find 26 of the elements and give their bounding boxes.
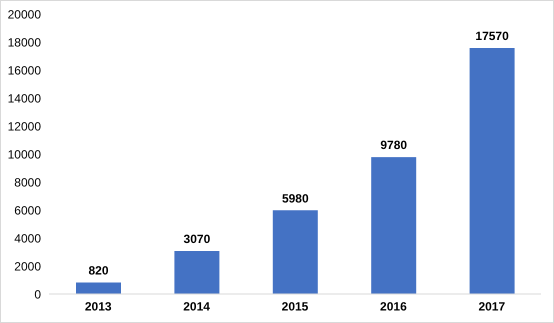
bar xyxy=(371,157,416,294)
x-tick-label: 2015 xyxy=(282,300,309,314)
y-tick-label: 2000 xyxy=(14,259,42,274)
y-tick-label: 0 xyxy=(34,287,42,302)
y-tick-label: 12000 xyxy=(8,119,42,134)
data-label: 820 xyxy=(88,264,109,278)
x-tick-label: 2013 xyxy=(84,300,112,314)
bar xyxy=(272,210,318,294)
data-label: 5980 xyxy=(282,191,309,206)
bar xyxy=(174,251,220,294)
y-tick-label: 18000 xyxy=(8,35,42,50)
x-tick-label: 2016 xyxy=(380,300,408,314)
y-tick-label: 20000 xyxy=(8,7,42,22)
y-tick-label: 16000 xyxy=(8,63,42,78)
x-tick-label: 2014 xyxy=(183,300,210,314)
y-tick-label: 8000 xyxy=(14,175,42,190)
y-tick-label: 6000 xyxy=(14,203,42,218)
y-tick-label: 4000 xyxy=(14,231,42,246)
data-label: 3070 xyxy=(184,232,211,246)
bar xyxy=(470,48,515,294)
data-label: 9780 xyxy=(380,138,408,152)
y-tick-label: 10000 xyxy=(8,147,42,162)
data-label: 17570 xyxy=(475,29,510,44)
y-tick-label: 14000 xyxy=(8,91,42,106)
bar xyxy=(76,282,121,294)
x-tick-label: 2017 xyxy=(478,300,506,314)
